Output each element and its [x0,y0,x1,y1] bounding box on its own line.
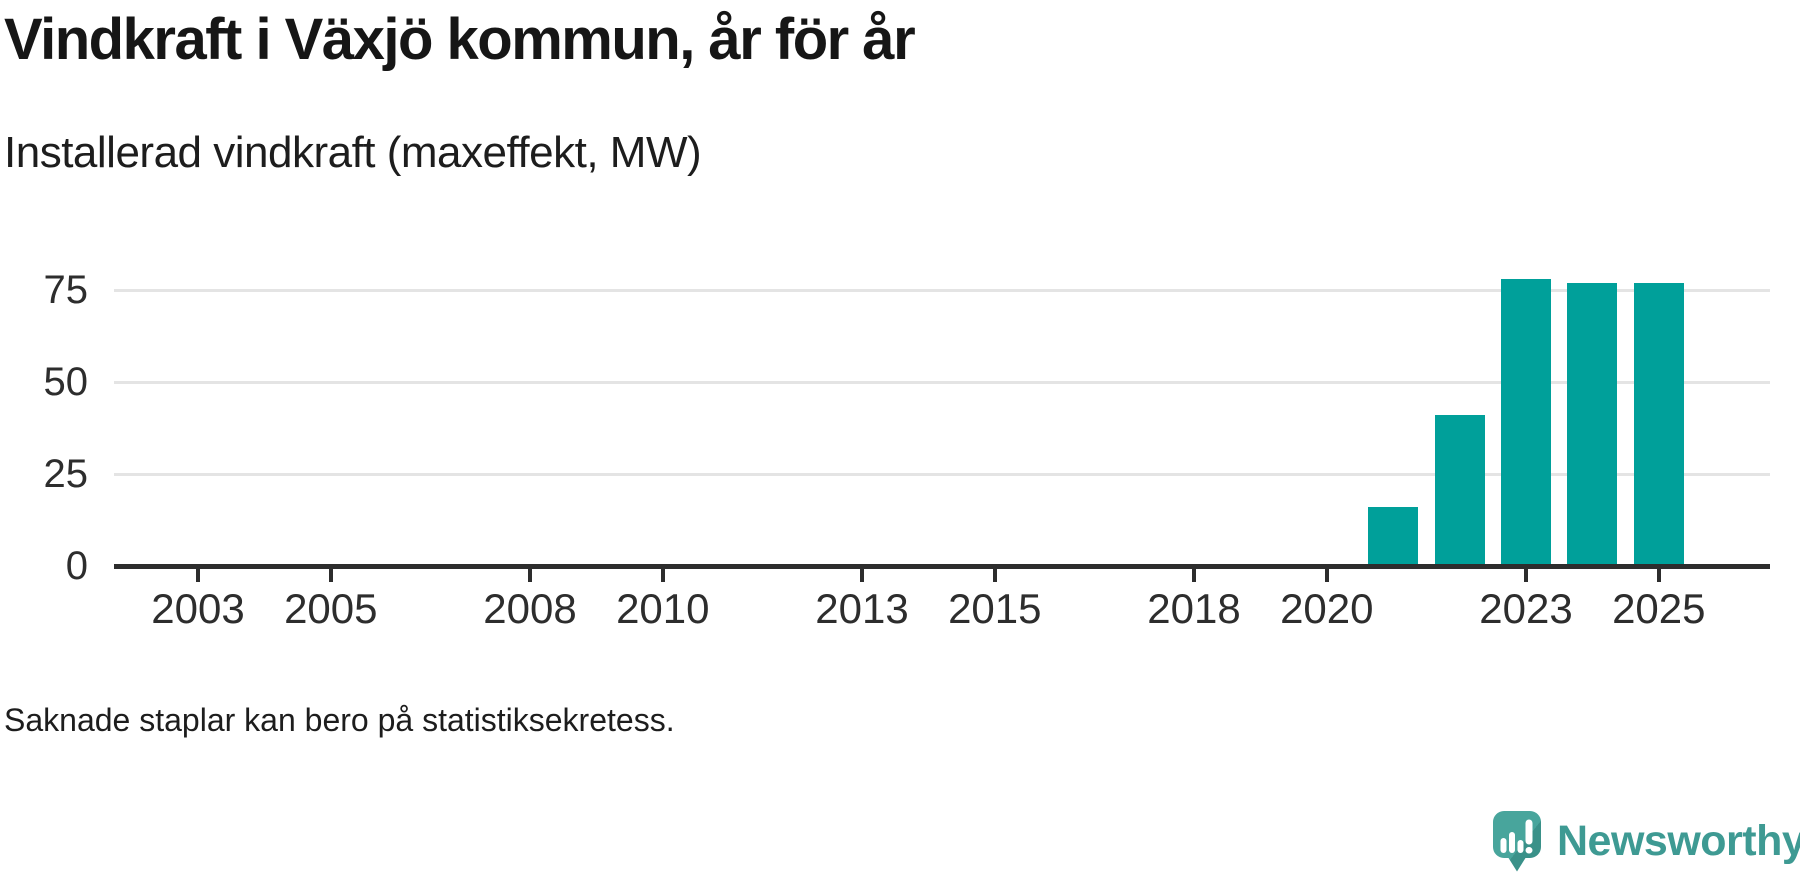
x-axis-tick-label: 2023 [1479,585,1573,632]
bar-2022 [1434,415,1485,566]
x-axis-tick-label: 2025 [1612,585,1706,632]
x-axis-line [114,564,1770,569]
bar-2023 [1501,278,1551,566]
y-axis-tick-label: 75 [43,268,89,312]
x-axis-tick [1192,569,1196,582]
y-gridline [114,472,1770,476]
x-axis-tick [528,569,532,582]
y-gridline [114,288,1770,292]
x-axis-tick-label: 2008 [483,585,577,632]
x-axis-tick-label: 2020 [1280,585,1374,632]
x-axis-tick [860,569,864,582]
x-axis-tick [1524,569,1528,582]
bar-2021 [1368,507,1419,566]
x-axis-tick [196,569,200,582]
y-axis-tick-label: 0 [65,544,88,588]
bar-2024 [1567,282,1618,566]
y-axis-tick-label: 25 [43,452,89,496]
x-axis-tick-label: 2013 [815,585,909,632]
newsworthy-logo-icon [1492,810,1542,873]
chart-title: Vindkraft i Växjö kommun, år för år [4,7,916,72]
newsworthy-wordmark: Newsworthy [1557,817,1800,865]
x-axis-tick-label: 2018 [1147,585,1241,632]
bar-2025 [1633,282,1684,566]
x-axis-tick-label: 2015 [948,585,1042,632]
x-axis-tick [1324,569,1329,582]
x-axis-tick [992,569,997,582]
chart-subtitle: Installerad vindkraft (maxeffekt, MW) [4,128,702,177]
x-axis-tick [660,569,665,582]
x-axis-tick [328,569,333,582]
x-axis-tick-label: 2010 [616,585,710,632]
x-axis-tick-label: 2003 [151,585,245,632]
x-axis-tick-label: 2005 [284,585,378,632]
y-axis-tick-label: 50 [43,360,89,404]
chart-footnote: Saknade staplar kan bero på statistiksek… [4,702,675,738]
newsworthy-logo: Newsworthy [1492,810,1800,873]
y-gridline [114,380,1770,384]
x-axis-tick [1656,569,1661,582]
